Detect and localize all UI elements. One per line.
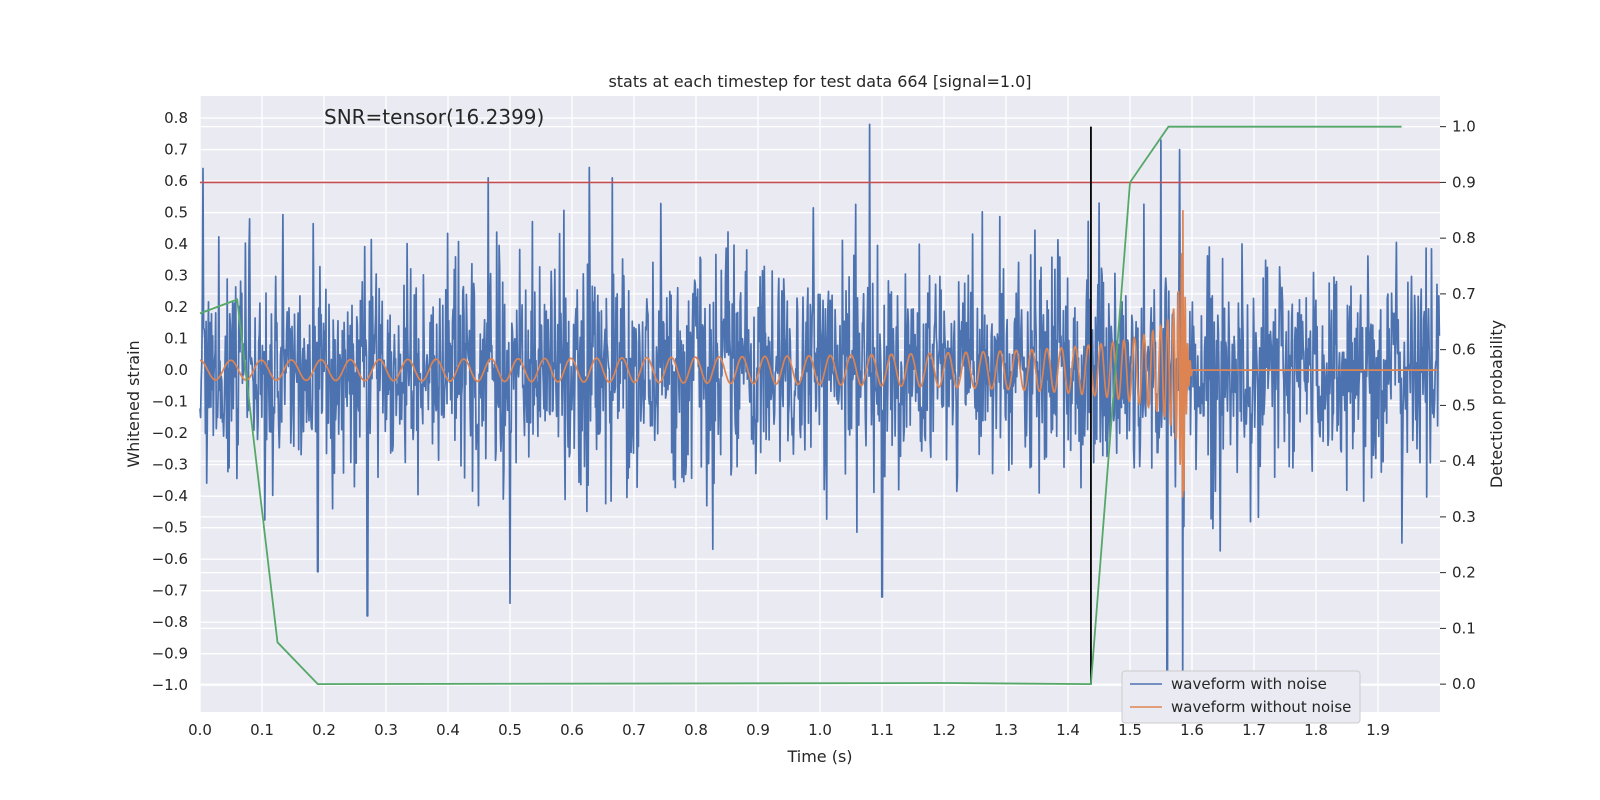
y-tick-label: −0.1: [152, 393, 188, 411]
y-tick-label: 0.7: [164, 141, 188, 159]
x-tick-label: 1.9: [1366, 721, 1390, 739]
series-detection-probability: [199, 125, 1402, 686]
y2-tick-label: 0.6: [1452, 341, 1476, 359]
y2-tick-label: 0.1: [1452, 619, 1476, 637]
y-tick-label: 0.5: [164, 204, 188, 222]
y2-tick-label: 1.0: [1452, 118, 1476, 136]
y-tick-label: 0.3: [164, 267, 188, 285]
x-tick-label: 1.2: [932, 721, 956, 739]
x-tick-label: 0.9: [746, 721, 770, 739]
legend: waveform with noise waveform without noi…: [1121, 670, 1361, 724]
y-tick-label: 0.2: [164, 298, 188, 316]
y-tick-label: −0.5: [152, 519, 188, 537]
y2-tick-label: 0.3: [1452, 508, 1476, 526]
y-ticks: 0.8 0.7 0.6 0.5 0.4 0.3 0.2 0.1 0.0 −0.1 −0.2 −0.3 −…: [152, 109, 188, 694]
y2-tick-label: 0.4: [1452, 452, 1476, 470]
y2-axis-label: Detection probability: [1487, 320, 1506, 488]
x-tick-label: 1.4: [1056, 721, 1080, 739]
y-tick-label: 0.6: [164, 172, 188, 190]
x-tick-label: 0.5: [498, 721, 522, 739]
x-tick-label: 1.7: [1242, 721, 1266, 739]
x-tick-label: 0.2: [312, 721, 336, 739]
y2-tick-label: 0.9: [1452, 173, 1476, 191]
x-tick-label: 0.7: [622, 721, 646, 739]
y2-tick-label: 0.2: [1452, 564, 1476, 582]
snr-annotation: SNR=tensor(16.2399): [324, 105, 544, 129]
legend-box: [1121, 670, 1361, 724]
y-tick-label: 0.8: [164, 109, 188, 127]
y-tick-label: −0.7: [152, 582, 188, 600]
legend-label-clean: waveform without noise: [1171, 698, 1351, 716]
x-tick-label: 0.8: [684, 721, 708, 739]
x-tick-label: 0.6: [560, 721, 584, 739]
x-tick-label: 1.0: [808, 721, 832, 739]
y-tick-label: −0.3: [152, 456, 188, 474]
x-tick-label: 0.0: [188, 721, 212, 739]
y2-tick-label: 0.0: [1452, 675, 1476, 693]
y-axis-label: Whitened strain: [124, 340, 143, 467]
x-tick-label: 1.3: [994, 721, 1018, 739]
y-tick-label: −0.4: [152, 487, 188, 505]
y-tick-label: 0.1: [164, 330, 188, 348]
y2-tick-label: 0.7: [1452, 285, 1476, 303]
y-tick-label: −0.8: [152, 613, 188, 631]
x-tick-label: 0.3: [374, 721, 398, 739]
y2-tick-label: 0.5: [1452, 396, 1476, 414]
y-tick-label: −0.9: [152, 645, 188, 663]
y-tick-label: −0.6: [152, 550, 188, 568]
legend-label-noise: waveform with noise: [1171, 675, 1327, 693]
y-tick-label: 0.0: [164, 361, 188, 379]
x-tick-label: 0.1: [250, 721, 274, 739]
series-layer: [199, 123, 1441, 687]
chart-title: stats at each timestep for test data 664…: [608, 72, 1031, 91]
x-tick-label: 0.4: [436, 721, 460, 739]
y2-ticks: 1.0 0.9 0.8 0.7 0.6 0.5 0.4 0.3 0.2 0.1 0.0: [1440, 118, 1476, 693]
x-axis-label: Time (s): [786, 747, 852, 766]
y2-tick-label: 0.8: [1452, 229, 1476, 247]
y-tick-label: 0.4: [164, 235, 188, 253]
x-tick-label: 1.1: [870, 721, 894, 739]
x-tick-label: 1.8: [1304, 721, 1328, 739]
x-ticks: 0.0 0.1 0.2 0.3 0.4 0.5 0.6 0.7 0.8 0.9 1.0 1.1 1.2 1…: [188, 721, 1390, 739]
x-tick-label: 1.5: [1118, 721, 1142, 739]
y-tick-label: −1.0: [152, 676, 188, 694]
x-tick-label: 1.6: [1180, 721, 1204, 739]
series-waveform-without-noise: [200, 210, 1438, 498]
y-tick-label: −0.2: [152, 424, 188, 442]
